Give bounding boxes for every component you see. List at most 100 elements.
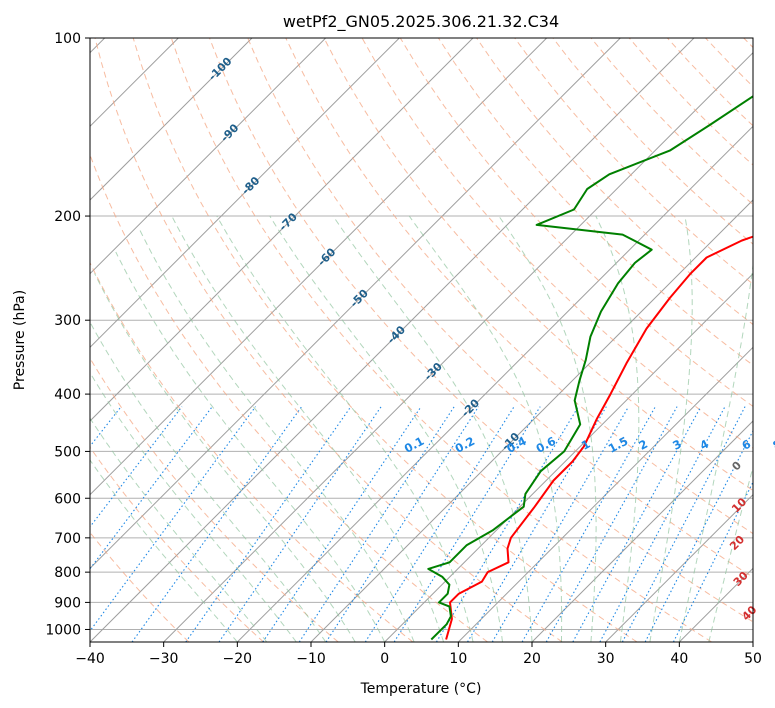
moist-adiabat-line: [216, 215, 474, 642]
mixing-ratio-line: [621, 406, 746, 642]
mixing-ratio-label: 4: [697, 437, 711, 453]
mixing-ratio-line: [185, 406, 352, 642]
moist-adiabat-line: [269, 215, 503, 642]
mixing-ratio-line: [90, 406, 183, 528]
moist-adiabat-line: [649, 215, 693, 642]
mixing-ratio-label: 8: [770, 437, 775, 453]
x-tick-label: −10: [296, 651, 326, 667]
x-tick-label: −20: [223, 651, 253, 667]
mixing-ratio-line: [545, 406, 678, 642]
isotherm-line: [163, 51, 753, 642]
x-tick-label: 20: [523, 651, 541, 667]
y-tick-label: 700: [54, 531, 81, 547]
mixing-ratio-line: [325, 406, 480, 642]
y-tick-label: 300: [54, 313, 81, 329]
isotherm-line: [384, 272, 753, 642]
dry-adiabat-line: [590, 38, 753, 206]
mixing-ratio-label: 6: [739, 437, 753, 453]
mixing-ratio-label: 0.6: [534, 434, 559, 456]
axes-ticks: −40 −30 −20 −10 0 10 20 30 40 5010020030040050060…: [45, 31, 762, 667]
dry-adiabat-line: [247, 38, 753, 578]
mixing-ratio-line: [467, 406, 607, 642]
y-tick-label: 800: [54, 565, 81, 581]
isotherm-line: [90, 38, 327, 275]
dry-adiabat-line: [285, 38, 753, 535]
isotherm-line: [236, 125, 753, 642]
dry-adiabat-line: [667, 38, 753, 127]
x-tick-label: −40: [75, 651, 105, 667]
mixing-ratio-line: [644, 429, 753, 642]
mixing-ratio-line: [521, 406, 656, 642]
moist-adiabat-line: [115, 251, 386, 642]
dry-adiabat-line: [90, 261, 414, 642]
mixing-ratio-line: [572, 406, 702, 642]
isotherm-line: [605, 493, 753, 642]
moist-adiabat-line: [678, 261, 753, 642]
isotherm-line: [90, 38, 621, 570]
mixing-ratio-label: 0.2: [453, 434, 478, 456]
moist-adiabat-line: [94, 273, 356, 642]
x-tick-label: 50: [744, 651, 762, 667]
moist-adiabat-line: [90, 371, 297, 642]
isotherm-label: -90: [218, 121, 241, 144]
grid-lines: [90, 38, 753, 642]
isotherm-line: [90, 38, 400, 349]
y-tick-label: 100: [54, 31, 81, 47]
moist-adiabat-line: [90, 321, 327, 642]
isotherm-line: [90, 38, 695, 642]
moist-adiabat-line: [332, 215, 533, 642]
dry-adiabat-line: [323, 38, 753, 492]
isotherm-line: [752, 641, 753, 642]
y-tick-label: 900: [54, 595, 81, 611]
mixing-ratio-label: 1.5: [606, 434, 631, 456]
x-tick-label: 0: [380, 651, 389, 667]
profile-series: [427, 95, 753, 641]
dry-adiabat-line: [476, 38, 753, 326]
mixing-ratio-line: [364, 406, 515, 642]
dry-adiabat-line: [170, 38, 712, 642]
mixing-ratio-line: [262, 406, 422, 642]
mixing-ratio-line: [435, 406, 579, 642]
chart-title: wetPf2_GN05.2025.306.21.32.C34: [283, 12, 559, 32]
dry-adiabat-line: [514, 38, 753, 285]
isotherm-line: [531, 420, 753, 642]
dry-adiabat-line: [90, 357, 339, 642]
dry-adiabat-line: [90, 153, 488, 642]
isotherm-line: [90, 38, 253, 201]
moist-adiabat-line: [408, 215, 563, 642]
moist-adiabat-line: [138, 228, 415, 642]
dry-adiabat-line: [132, 38, 638, 642]
dry-adiabat-line: [552, 38, 753, 245]
moist-adiabat-line: [498, 215, 597, 642]
moist-adiabat-label: 20: [727, 533, 747, 553]
moist-adiabat-line: [90, 417, 268, 642]
dry-adiabat-line: [209, 38, 753, 623]
moist-adiabat-label: 40: [739, 603, 759, 623]
dry-adiabat-line: [743, 38, 753, 49]
x-tick-label: −30: [149, 651, 179, 667]
moist-adiabat-line: [90, 459, 238, 642]
mixing-ratio-label: 0.1: [402, 434, 427, 456]
dry-adiabat-line: [705, 38, 753, 88]
x-axis-label: Temperature (°C): [360, 681, 482, 697]
mixing-ratio-line: [298, 406, 455, 642]
dry-adiabat-line: [90, 446, 264, 642]
background-lines: [90, 38, 753, 642]
dry-adiabat-line: [90, 531, 190, 642]
temperature-profile-line: [445, 235, 753, 640]
moist-adiabat-line: [171, 215, 445, 642]
dry-adiabat-line: [94, 38, 563, 642]
mixing-ratio-line: [90, 406, 257, 632]
x-tick-label: 40: [670, 651, 688, 667]
mixing-ratio-line: [672, 480, 753, 642]
moist-adiabat-label: 0: [729, 459, 744, 474]
plot-frame: [89, 37, 754, 643]
mixing-ratio-line: [491, 406, 630, 642]
x-tick-label: 10: [449, 651, 467, 667]
y-tick-label: 500: [54, 444, 81, 460]
dry-adiabat-line: [437, 38, 753, 366]
isotherm-line: [457, 346, 753, 642]
x-tick-label: 30: [597, 651, 615, 667]
y-tick-label: 400: [54, 387, 81, 403]
dewpoint-profile-line: [427, 95, 753, 641]
